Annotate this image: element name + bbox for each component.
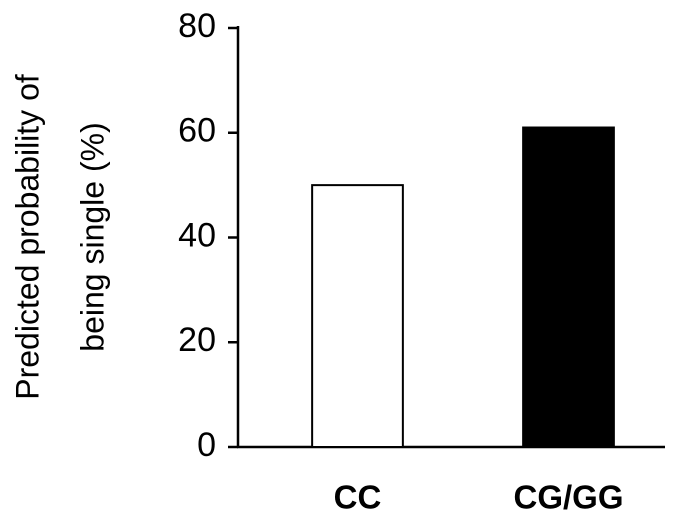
- bar: [522, 126, 615, 448]
- y-tick-label: 20: [178, 321, 216, 359]
- bar: [311, 184, 404, 448]
- y-axis-label: being single (%): [74, 122, 110, 351]
- y-axis-label: Predicted probability of: [9, 74, 45, 400]
- x-tick-label: CC: [334, 479, 382, 516]
- x-tick-label: CG/GG: [513, 479, 623, 516]
- y-tick-label: 60: [178, 112, 216, 150]
- y-tick-label: 40: [178, 216, 216, 254]
- y-tick-label: 0: [197, 426, 216, 464]
- y-tick-label: 80: [178, 7, 216, 45]
